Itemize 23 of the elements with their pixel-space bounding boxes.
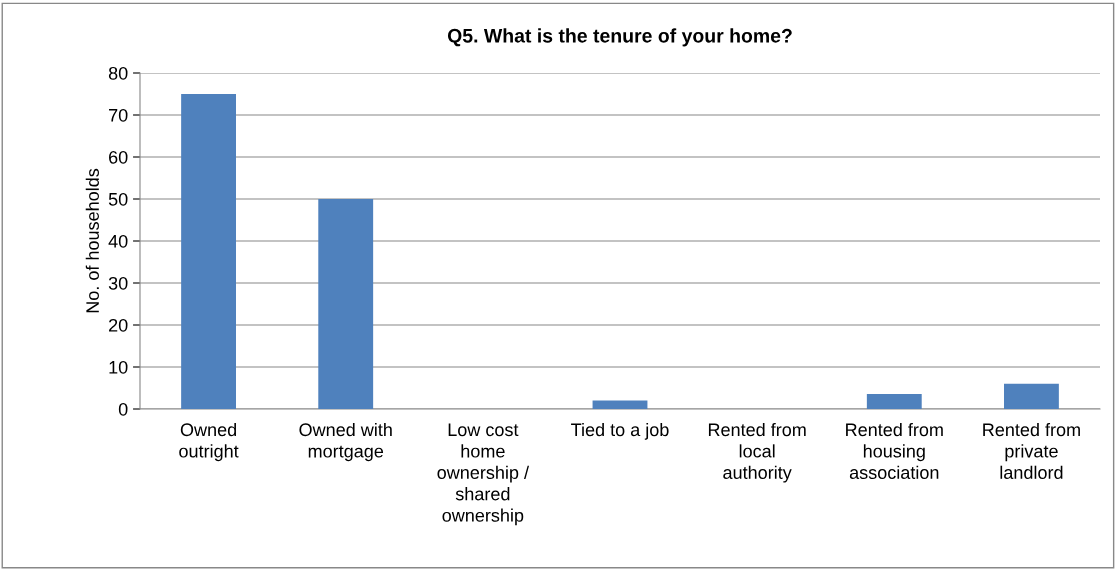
y-tick-label: 40 [108, 234, 128, 248]
y-tick-label: 50 [108, 192, 128, 206]
x-tick-label: Owned with mortgage [299, 422, 392, 462]
y-tick-label: 60 [109, 150, 128, 164]
chart-title: Q5. What is the tenure of your home? [447, 28, 792, 47]
y-tick-label: 30 [108, 276, 128, 290]
x-tick-label: Rented from private landlord [983, 422, 1080, 479]
y-tick-label: 0 [118, 402, 128, 416]
x-tick-label: Low cost home ownership / shared ownership [437, 423, 530, 526]
bar [1004, 383, 1059, 409]
bar [181, 94, 236, 409]
y-axis-title: No. of households [85, 168, 99, 313]
x-tick-label: Tied to a job [571, 422, 669, 440]
y-tick-label: 10 [109, 360, 128, 374]
x-tick-label: Owned outright [179, 422, 239, 462]
y-tick-label: 70 [109, 108, 128, 122]
bar [592, 400, 648, 409]
bar [866, 393, 922, 409]
x-tick-label: Rented from housing association [846, 422, 943, 479]
y-tick-label: 80 [108, 66, 128, 80]
bar [318, 199, 374, 409]
x-tick-label: Rented from local authority [708, 422, 806, 483]
y-tick-label: 20 [109, 318, 128, 332]
